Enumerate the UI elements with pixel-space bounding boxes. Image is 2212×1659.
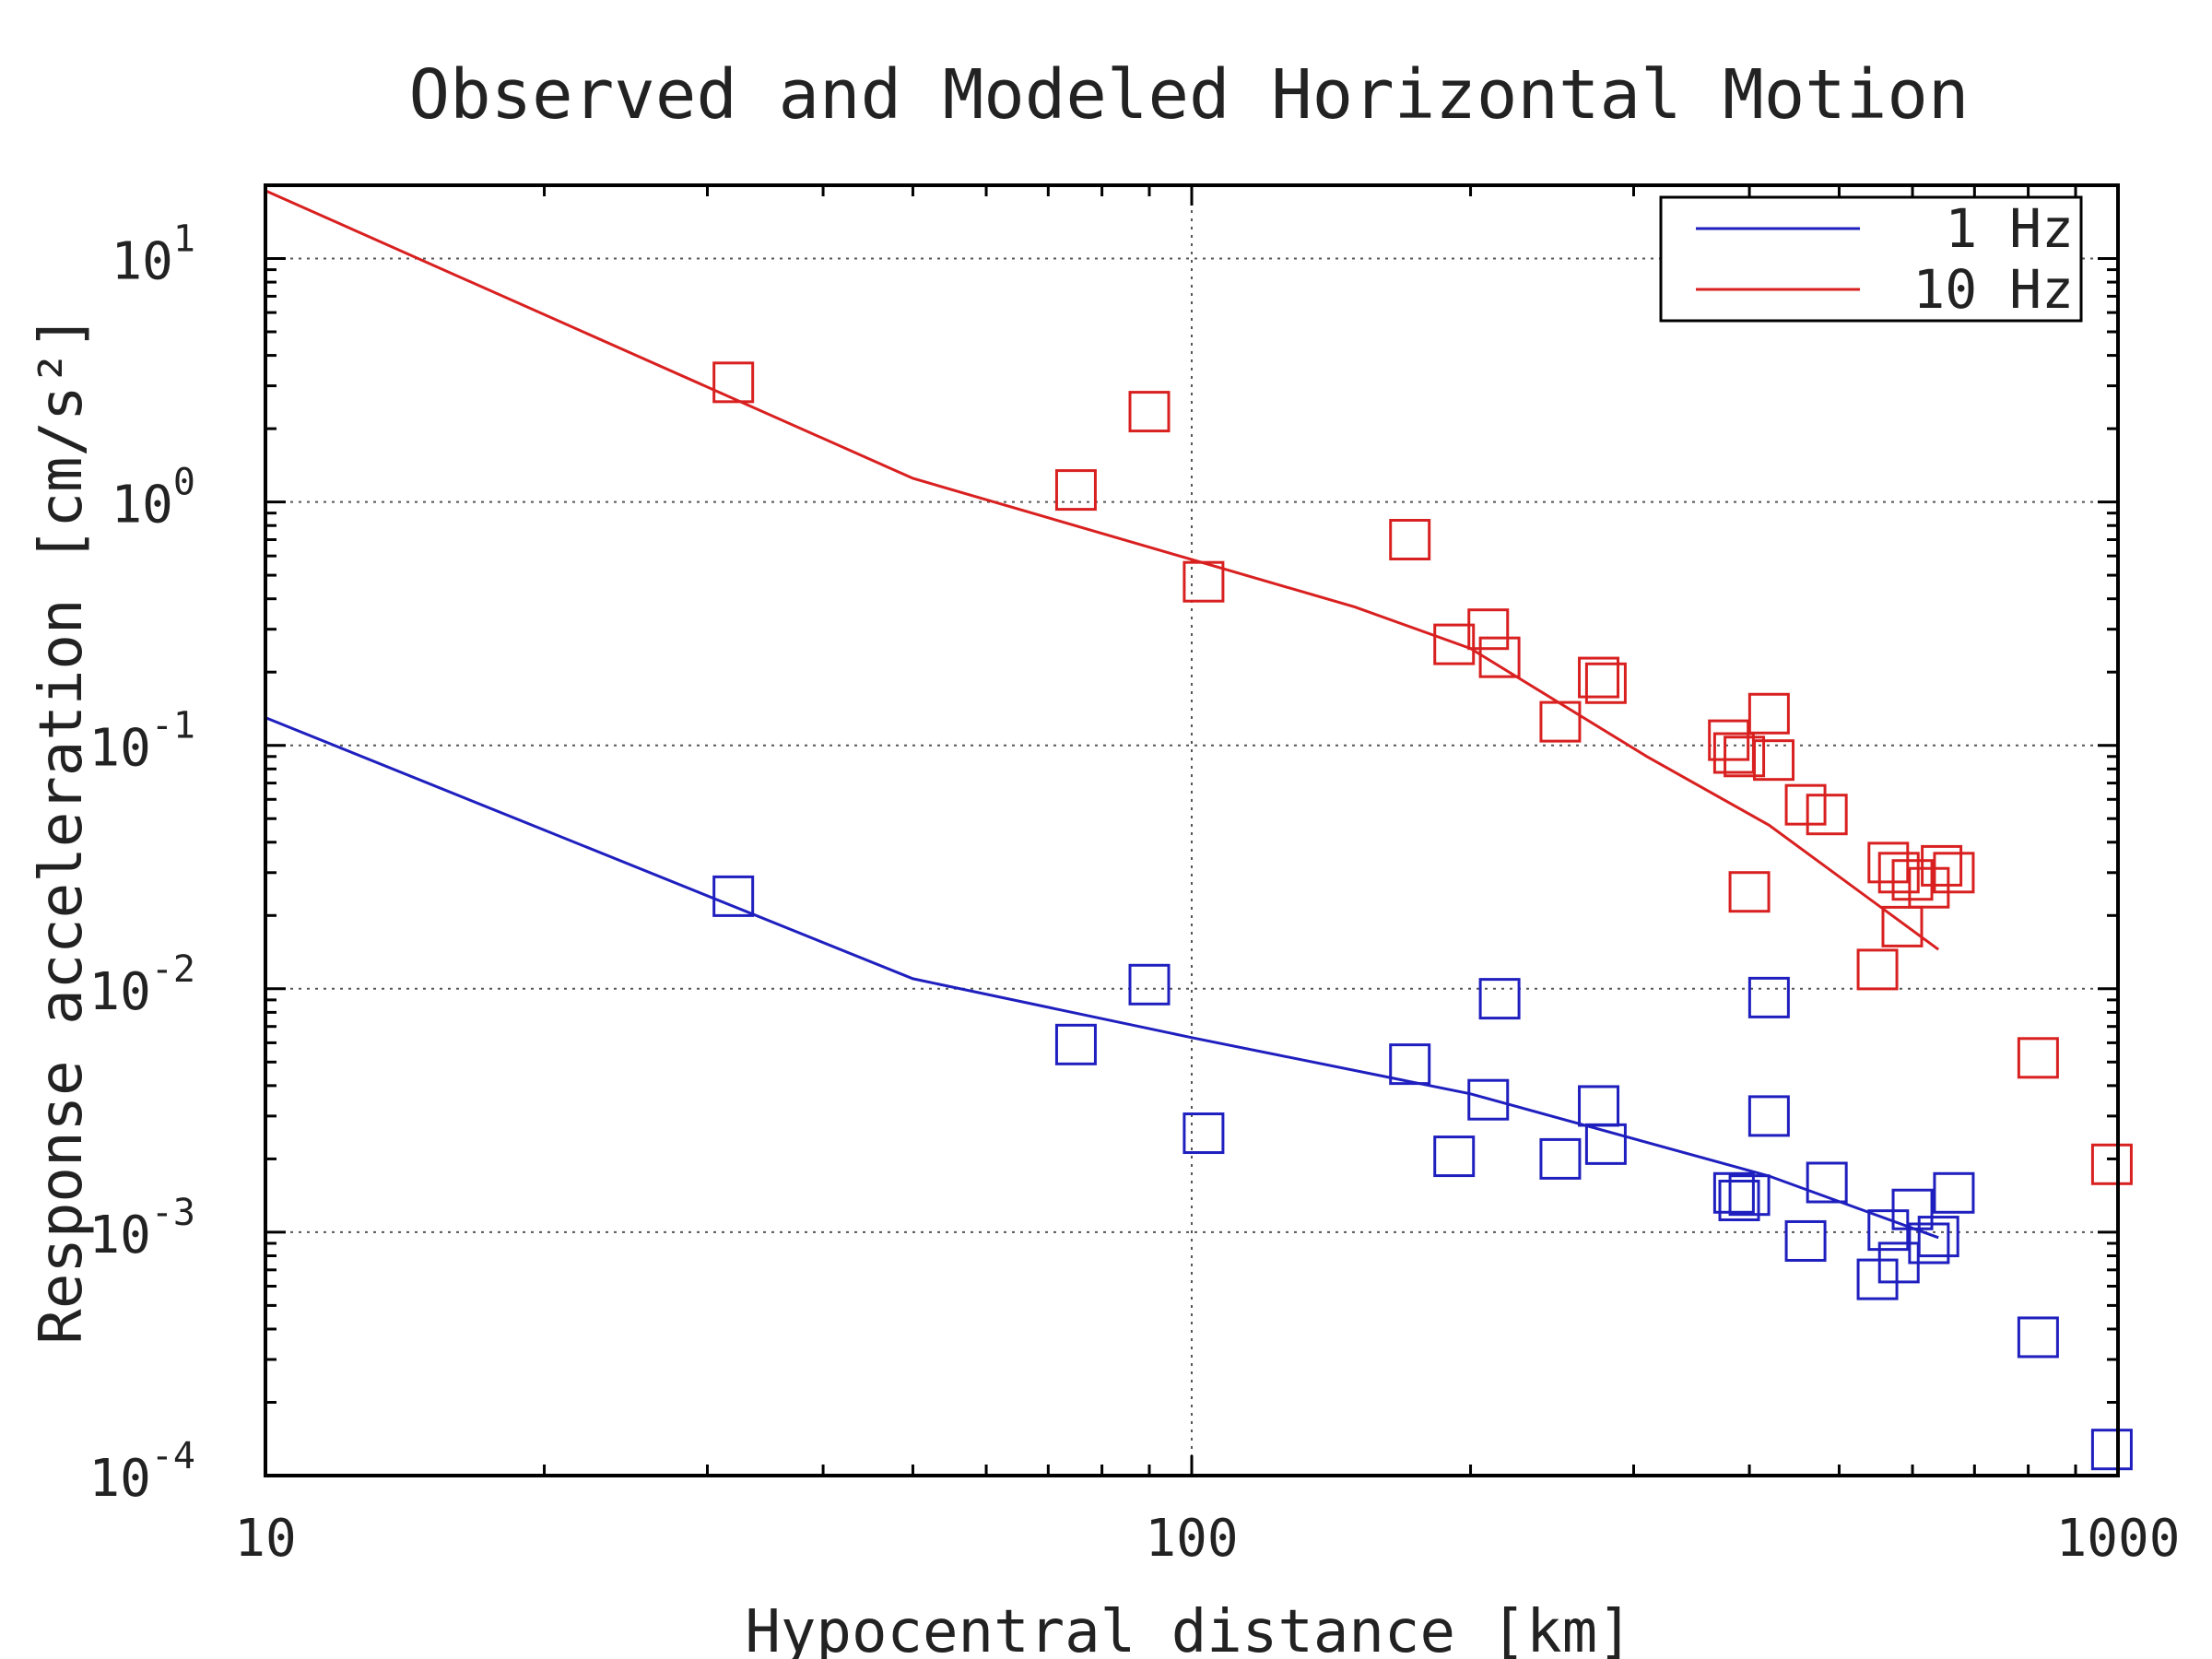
observed-marker-10hz <box>1728 871 1771 913</box>
x-axis-title: Hypocentral distance [km] <box>745 1598 1632 1659</box>
model-line-1hz <box>265 716 1939 1240</box>
observed-marker-10hz <box>1933 852 1975 894</box>
observed-marker-1hz <box>1182 1112 1225 1155</box>
y-axis-title: Response acceleration [cm/s²] <box>28 314 96 1344</box>
observed-marker-1hz <box>1128 963 1171 1006</box>
x-tick-label: 10 <box>234 1509 296 1569</box>
observed-marker-1hz <box>1933 1171 1975 1214</box>
observed-marker-10hz <box>1182 560 1225 603</box>
observed-marker-10hz <box>1433 623 1476 665</box>
observed-marker-1hz <box>1712 1171 1755 1214</box>
y-tick-label: 10-3 <box>88 1192 195 1265</box>
legend: 1 Hz 10 Hz <box>1659 195 2083 323</box>
observed-marker-10hz <box>1539 700 1582 743</box>
observed-markers <box>712 361 2133 1471</box>
observed-marker-10hz <box>1877 852 1920 894</box>
observed-marker-1hz <box>1478 978 1521 1020</box>
observed-marker-10hz <box>1578 656 1620 699</box>
observed-marker-10hz <box>2090 1143 2133 1185</box>
observed-marker-1hz <box>712 875 755 917</box>
observed-marker-10hz <box>1856 948 1899 991</box>
model-lines <box>265 189 1940 1240</box>
y-tick-label: 101 <box>111 218 195 292</box>
observed-marker-1hz <box>1784 1219 1827 1262</box>
observed-marker-1hz <box>1718 1179 1760 1221</box>
observed-marker-10hz <box>1921 844 1963 887</box>
y-tick-mantissa: 10 <box>88 1449 150 1509</box>
observed-marker-10hz <box>712 361 755 404</box>
y-tick-mantissa: 10 <box>88 1206 150 1265</box>
x-tick-label: 1000 <box>2056 1509 2181 1569</box>
y-tick-label: 10-4 <box>88 1435 195 1509</box>
y-tick-label: 10-2 <box>88 948 195 1022</box>
observed-marker-1hz <box>1747 976 1790 1018</box>
y-tick-label: 10-1 <box>88 705 195 779</box>
observed-marker-1hz <box>1806 1161 1848 1204</box>
y-tick-mantissa: 10 <box>88 962 150 1022</box>
observed-marker-1hz <box>2090 1429 2133 1471</box>
observed-marker-10hz <box>1478 636 1521 678</box>
y-tick-exponent: -1 <box>151 705 195 747</box>
observed-marker-1hz <box>1584 1123 1627 1165</box>
observed-marker-1hz <box>1467 1078 1510 1121</box>
x-tick-labels: 10 100 1000 <box>234 1509 2180 1569</box>
legend-label-10hz: 10 Hz <box>1912 258 2074 321</box>
observed-marker-10hz <box>1747 692 1790 735</box>
y-tick-exponent: 0 <box>173 462 195 504</box>
observed-marker-1hz <box>1908 1222 1950 1265</box>
legend-box <box>1659 195 2083 323</box>
y-tick-exponent: 1 <box>173 218 195 261</box>
model-line-10hz <box>265 189 1940 951</box>
y-tick-exponent: -4 <box>151 1435 195 1477</box>
observed-marker-10hz <box>1784 783 1827 826</box>
observed-marker-10hz <box>1724 735 1766 778</box>
observed-marker-10hz <box>2017 1037 2059 1079</box>
observed-marker-10hz <box>1908 866 1950 909</box>
observed-marker-1hz <box>1917 1216 1959 1258</box>
y-tick-mantissa: 10 <box>88 719 150 779</box>
y-tick-label: 100 <box>111 462 195 535</box>
observed-marker-1hz <box>1054 1023 1097 1065</box>
y-tick-mantissa: 10 <box>111 232 172 292</box>
observed-marker-10hz <box>1867 841 1910 884</box>
observed-marker-10hz <box>1467 608 1510 651</box>
observed-marker-10hz <box>1054 469 1097 512</box>
observed-marker-1hz <box>2017 1316 2059 1359</box>
legend-label-1hz: 1 Hz <box>1945 197 2074 260</box>
x-tick-label: 100 <box>1145 1509 1238 1569</box>
observed-marker-1hz <box>1891 1188 1934 1230</box>
observed-marker-10hz <box>1891 859 1934 901</box>
observed-marker-10hz <box>1128 391 1171 433</box>
observed-marker-1hz <box>1747 1095 1790 1137</box>
observed-marker-1hz <box>1856 1258 1899 1300</box>
observed-marker-10hz <box>1708 719 1750 761</box>
observed-marker-1hz <box>1728 1174 1771 1217</box>
observed-marker-10hz <box>1389 519 1431 561</box>
y-tick-mantissa: 10 <box>111 476 172 535</box>
chart-title: Observed and Modeled Horizontal Motion <box>409 55 1970 135</box>
observed-marker-10hz <box>1881 905 1924 947</box>
observed-marker-1hz <box>1389 1043 1431 1086</box>
observed-marker-10hz <box>1753 739 1795 782</box>
observed-marker-1hz <box>1433 1135 1476 1178</box>
observed-marker-10hz <box>1806 794 1848 836</box>
y-tick-exponent: -2 <box>151 948 195 991</box>
observed-marker-10hz <box>1584 662 1627 704</box>
observed-marker-1hz <box>1539 1137 1582 1180</box>
y-tick-exponent: -3 <box>151 1192 195 1234</box>
plot-frame <box>264 183 2120 1477</box>
